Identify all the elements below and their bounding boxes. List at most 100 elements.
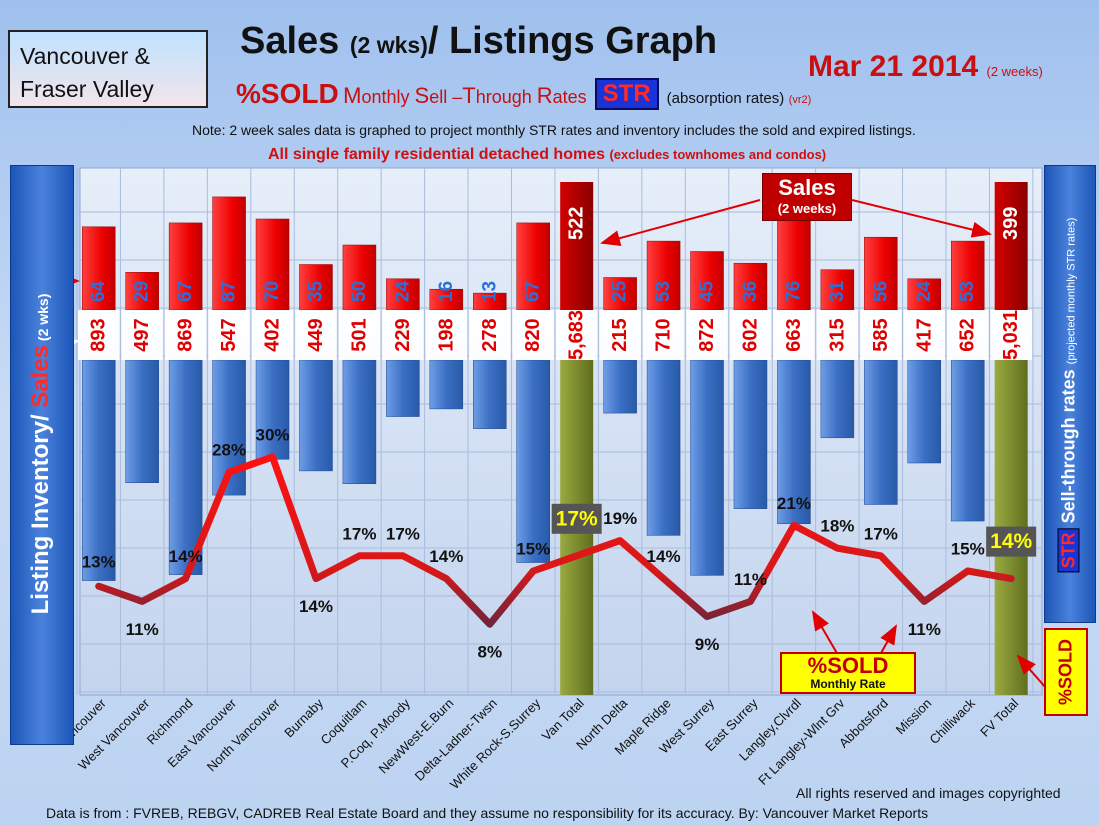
sales-label: 67 bbox=[523, 281, 544, 302]
inventory-bar bbox=[950, 359, 985, 522]
sales-label: 53 bbox=[653, 281, 674, 302]
category-label: FV Total bbox=[977, 695, 1021, 739]
sales-label: 29 bbox=[132, 281, 153, 302]
sales-bar bbox=[777, 210, 811, 311]
inventory-label-box bbox=[990, 310, 1032, 360]
inventory-bar bbox=[429, 359, 464, 410]
inventory-label-box bbox=[164, 310, 207, 360]
rate-label: 8% bbox=[477, 643, 502, 662]
inventory-bar bbox=[733, 359, 768, 509]
st-t: T bbox=[462, 83, 476, 108]
note-text: Note: 2 week sales data is graphed to pr… bbox=[192, 122, 916, 138]
rate-label: 28% bbox=[212, 441, 246, 460]
inventory-bar bbox=[864, 359, 898, 505]
inventory-label: 869 bbox=[175, 318, 197, 351]
rate-label: 15% bbox=[516, 540, 550, 559]
rate-label: 17% bbox=[864, 524, 898, 543]
sales-bar bbox=[342, 244, 377, 311]
chart-title: Sales (2 wks)/ Listings Graph bbox=[240, 20, 717, 63]
sales-bar bbox=[299, 264, 333, 311]
rate-label: 11% bbox=[908, 620, 941, 639]
st-b: ell – bbox=[429, 87, 463, 107]
inventory-label-box bbox=[78, 310, 120, 360]
inventory-bar bbox=[342, 359, 377, 484]
str-badge: STR bbox=[594, 78, 659, 110]
category-label: Chilliwack bbox=[926, 695, 978, 747]
category-label: NewWest-E.Burn bbox=[376, 696, 457, 777]
sales-bar bbox=[733, 262, 768, 311]
left-axis-label: Listing Inventory/ Sales (2 wks) bbox=[27, 294, 55, 615]
left-axis-c: (2 wks) bbox=[35, 293, 51, 345]
source-text: Data is from : FVREB, REBGV, CADREB Real… bbox=[46, 805, 929, 821]
inventory-bar bbox=[299, 359, 333, 472]
inventory-label-box bbox=[382, 310, 424, 360]
inventory-label-box bbox=[295, 310, 337, 360]
sales-bar bbox=[125, 272, 159, 311]
sales-label: 35 bbox=[305, 280, 326, 302]
inventory-label-box bbox=[599, 310, 641, 360]
rate-label: 14% bbox=[647, 547, 681, 566]
inventory-label-box bbox=[512, 310, 554, 360]
st-m: M bbox=[343, 83, 362, 108]
total-rate-box bbox=[551, 503, 602, 534]
inventory-label-box bbox=[729, 310, 772, 360]
inventory-bar bbox=[603, 359, 637, 414]
inventory-label: 652 bbox=[957, 318, 979, 351]
inventory-label: 872 bbox=[696, 318, 718, 351]
category-label: Mission bbox=[893, 696, 935, 738]
category-label: Ft Langley-Wlnt Grv bbox=[755, 695, 848, 788]
inventory-label: 198 bbox=[435, 318, 457, 351]
inventory-bar bbox=[473, 359, 507, 429]
rate-label: 17% bbox=[342, 524, 376, 543]
inventory-label: 501 bbox=[348, 318, 370, 351]
inventory-bar bbox=[386, 359, 420, 417]
rate-label: 13% bbox=[82, 553, 116, 572]
sales-bar bbox=[516, 222, 550, 311]
left-axis-b: Sales bbox=[27, 344, 54, 408]
rate-label: 11% bbox=[126, 620, 159, 639]
inventory-label-box bbox=[425, 310, 468, 360]
sales-bar bbox=[603, 277, 637, 311]
sales-label: 16 bbox=[436, 281, 457, 302]
inventory-label-box bbox=[686, 310, 728, 360]
sales-label: 64 bbox=[88, 280, 109, 302]
st-d: ates bbox=[552, 87, 587, 107]
inventory-label-box bbox=[338, 310, 381, 360]
sales-label: 76 bbox=[783, 281, 804, 302]
rate-label: 17% bbox=[556, 507, 598, 530]
inventory-label: 417 bbox=[913, 318, 935, 351]
sales-bar bbox=[386, 278, 420, 311]
sales-callout-main: Sales bbox=[778, 175, 836, 200]
rate-label: 14% bbox=[169, 547, 203, 566]
sales-label: 45 bbox=[697, 280, 718, 302]
sales-label: 87 bbox=[219, 281, 240, 302]
single-family-note: (excludes townhomes and condos) bbox=[609, 147, 827, 162]
sales-label: 399 bbox=[1000, 207, 1022, 240]
sales-bar bbox=[212, 196, 246, 311]
rate-label: 19% bbox=[603, 509, 637, 528]
st-s: S bbox=[414, 83, 430, 108]
sold-rate-line bbox=[95, 453, 1015, 628]
category-label: North Vancouver bbox=[204, 695, 283, 774]
inventory-label-box bbox=[208, 310, 250, 360]
left-axis-a: Listing Inventory/ bbox=[27, 407, 54, 615]
inventory-bar bbox=[516, 359, 550, 563]
sales-label: 522 bbox=[566, 207, 588, 240]
inventory-label-box bbox=[860, 310, 902, 360]
sales-label: 24 bbox=[392, 280, 413, 302]
sales-label: 50 bbox=[349, 281, 370, 302]
right-axis-sub: (projected monthly STR rates) bbox=[1065, 217, 1078, 365]
sold-callout-sub: Monthly Rate bbox=[810, 677, 886, 691]
sales-bar bbox=[950, 240, 985, 311]
single-family-line: All single family residential detached h… bbox=[268, 146, 826, 164]
title-period: (2 wks) bbox=[349, 32, 428, 58]
inventory-label: 315 bbox=[826, 318, 848, 351]
sold-vertical-text: %SOLD bbox=[1055, 638, 1076, 706]
inventory-label: 215 bbox=[609, 318, 631, 351]
inventory-bar bbox=[125, 359, 159, 484]
sales-bar bbox=[560, 182, 594, 310]
rate-label: 17% bbox=[386, 524, 420, 543]
inventory-label-box bbox=[555, 310, 598, 360]
inventory-label: 663 bbox=[783, 318, 805, 351]
